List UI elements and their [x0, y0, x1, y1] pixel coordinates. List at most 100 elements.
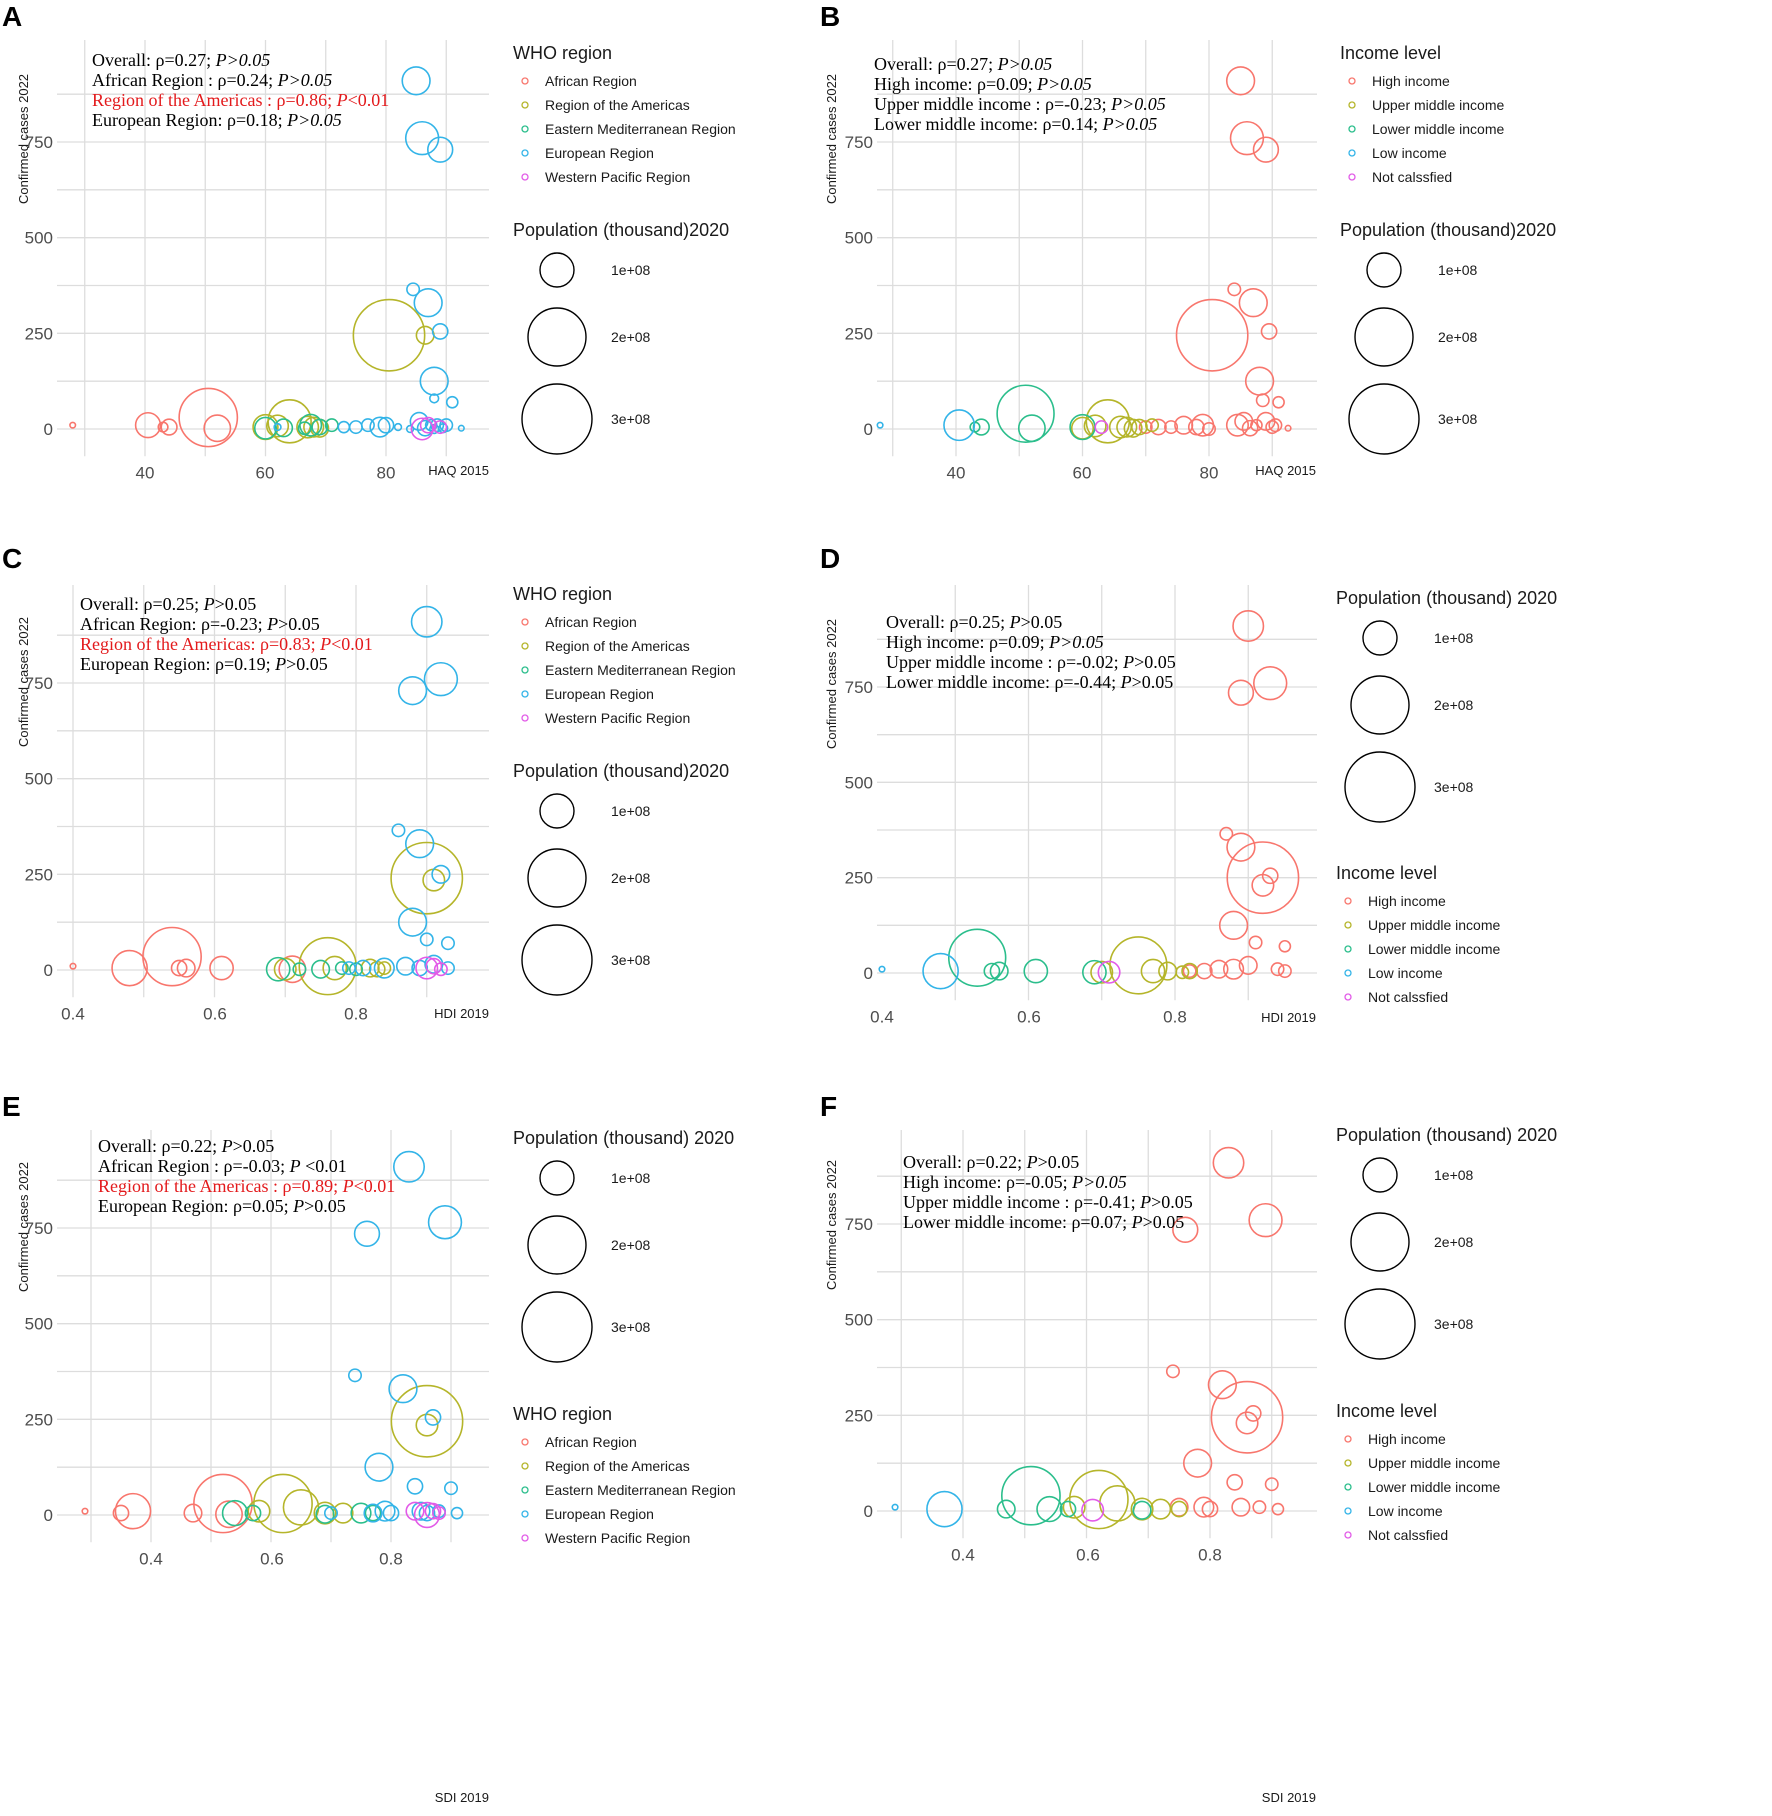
bubble-point [1081, 1498, 1105, 1522]
y-tick-label: 500 [845, 229, 873, 248]
annotation-line: High income: ρ=0.09; P>0.05 [886, 632, 1104, 652]
bubble-point [1181, 962, 1199, 980]
annotation-fragment: P [1139, 1192, 1151, 1212]
bubble-point [334, 961, 349, 976]
legend-item-label: Not calssfied [1368, 989, 1448, 1005]
bubble-point [292, 962, 307, 977]
bubble-point [352, 298, 426, 372]
bubble-point [1062, 1495, 1086, 1519]
size-legend-label: 2e+08 [611, 329, 651, 345]
annotation-line: Lower middle income: ρ=-0.44; P>0.05 [886, 672, 1173, 692]
annotation-fragment: >0.05 [233, 1136, 275, 1156]
bubble-point [1036, 1495, 1063, 1523]
bubble-point [1226, 841, 1300, 915]
bubble-point [391, 823, 406, 838]
annotation-line: African Region : ρ=0.24; P>0.05 [92, 70, 332, 90]
y-tick-label: 0 [44, 1506, 53, 1525]
bubble-point [1232, 609, 1265, 642]
bubble-point [390, 1384, 464, 1458]
bubble-point [424, 1502, 442, 1520]
y-tick-label: 500 [845, 773, 873, 792]
x-tick-label: 0.6 [203, 1004, 227, 1023]
bubble-point [406, 1477, 424, 1495]
annotation-fragment: P [342, 1176, 354, 1196]
size-legend-label: 2e+08 [1438, 329, 1478, 345]
bubble-point [215, 1500, 243, 1529]
legend-key [521, 173, 529, 181]
x-tick-label: 0.8 [1198, 1545, 1222, 1564]
bubble-point [1270, 962, 1285, 977]
series-eastern-mediterranean-region [265, 956, 364, 982]
size-legend-label: 2e+08 [1434, 697, 1474, 713]
x-tick-label: 0.8 [379, 1549, 403, 1568]
series-region-of-the-americas [273, 841, 464, 996]
size-legend-circle [1350, 1212, 1410, 1272]
y-tick-label: 250 [845, 324, 873, 343]
legend-title: Income level [1336, 863, 1437, 883]
bubble-point [411, 1501, 431, 1521]
y-tick-label: 0 [864, 420, 873, 439]
series-high-income [1182, 609, 1300, 980]
annotation-fragment: Lower middle income: ρ=-0.44; [886, 672, 1121, 692]
bubble-point [419, 416, 437, 434]
bubble-point [388, 1374, 418, 1404]
x-tick-label: 60 [1073, 463, 1092, 482]
bubble-point [1252, 136, 1280, 163]
legend-key [521, 618, 529, 626]
bubble-point [1277, 964, 1292, 979]
bubble-point [430, 418, 445, 433]
annotation-line: Lower middle income: ρ=0.07; P>0.05 [903, 1212, 1184, 1232]
annotation-line: Upper middle income : ρ=-0.02; P>0.05 [886, 652, 1176, 672]
legend-key [1344, 945, 1352, 953]
annotation-fragment: >0.05 [1132, 672, 1174, 692]
bubble-point [1059, 1500, 1077, 1518]
bubble-point [354, 959, 372, 977]
legend-title: WHO region [513, 1404, 612, 1424]
size-legend-circle [527, 1215, 587, 1275]
bubble-point [299, 413, 323, 437]
bubble-point [876, 421, 884, 429]
bubble-point [1260, 323, 1278, 340]
panel-label: B [820, 1, 840, 32]
y-tick-label: 750 [845, 1215, 873, 1234]
annotation-fragment: High income: ρ=0.09; [886, 632, 1049, 652]
bubble-point [1082, 959, 1107, 985]
bubble-point [160, 418, 178, 436]
panel-d: D 0 250 500 750 0.4 0.6 0.8 Confirmed cases 2022… [820, 543, 1557, 1026]
bubble-point [322, 955, 348, 981]
legend-key [521, 714, 529, 722]
annotation-fragment: P [289, 1156, 301, 1176]
bubble-point [406, 282, 421, 297]
legend-item-label: Western Pacific Region [545, 710, 690, 726]
x-axis-title: SDI 2019 [435, 1790, 489, 1805]
annotation-fragment: Lower middle income: ρ=0.14; [874, 114, 1103, 134]
annotation-line: High income: ρ=0.09; P>0.05 [874, 74, 1092, 94]
bubble-point [1094, 420, 1109, 435]
bubble-point [1207, 1370, 1238, 1400]
x-tick-label: 60 [256, 463, 275, 482]
annotation-fragment: African Region : ρ=0.24; [92, 70, 278, 90]
x-tick-label: 40 [947, 463, 966, 482]
bubble-point [377, 416, 395, 434]
bubble-point [369, 416, 391, 438]
size-legend: Population (thousand)2020 1e+08 2e+08 3e+08 [513, 220, 729, 455]
annotation-fragment: P [319, 634, 331, 654]
annotation-fragment: Overall: ρ=0.25; [886, 612, 1010, 632]
bubble-point [1265, 420, 1280, 435]
panel-label: E [2, 1091, 21, 1122]
series-low-income [878, 952, 959, 990]
annotation-fragment: P>0.05 [1071, 1172, 1127, 1192]
size-legend-label: 3e+08 [1438, 411, 1478, 427]
annotation-fragment: African Region: ρ=-0.23; [80, 614, 267, 634]
legend-key [521, 77, 529, 85]
bubble-point [1116, 416, 1138, 438]
bubble-point [1231, 1497, 1251, 1517]
bubble-point [273, 422, 282, 432]
y-tick-label: 500 [25, 770, 53, 789]
gridlines [877, 1130, 1317, 1539]
annotation-fragment: P>0.05 [997, 54, 1053, 74]
bubble-point [363, 1503, 383, 1523]
bubble-point [364, 1504, 382, 1522]
